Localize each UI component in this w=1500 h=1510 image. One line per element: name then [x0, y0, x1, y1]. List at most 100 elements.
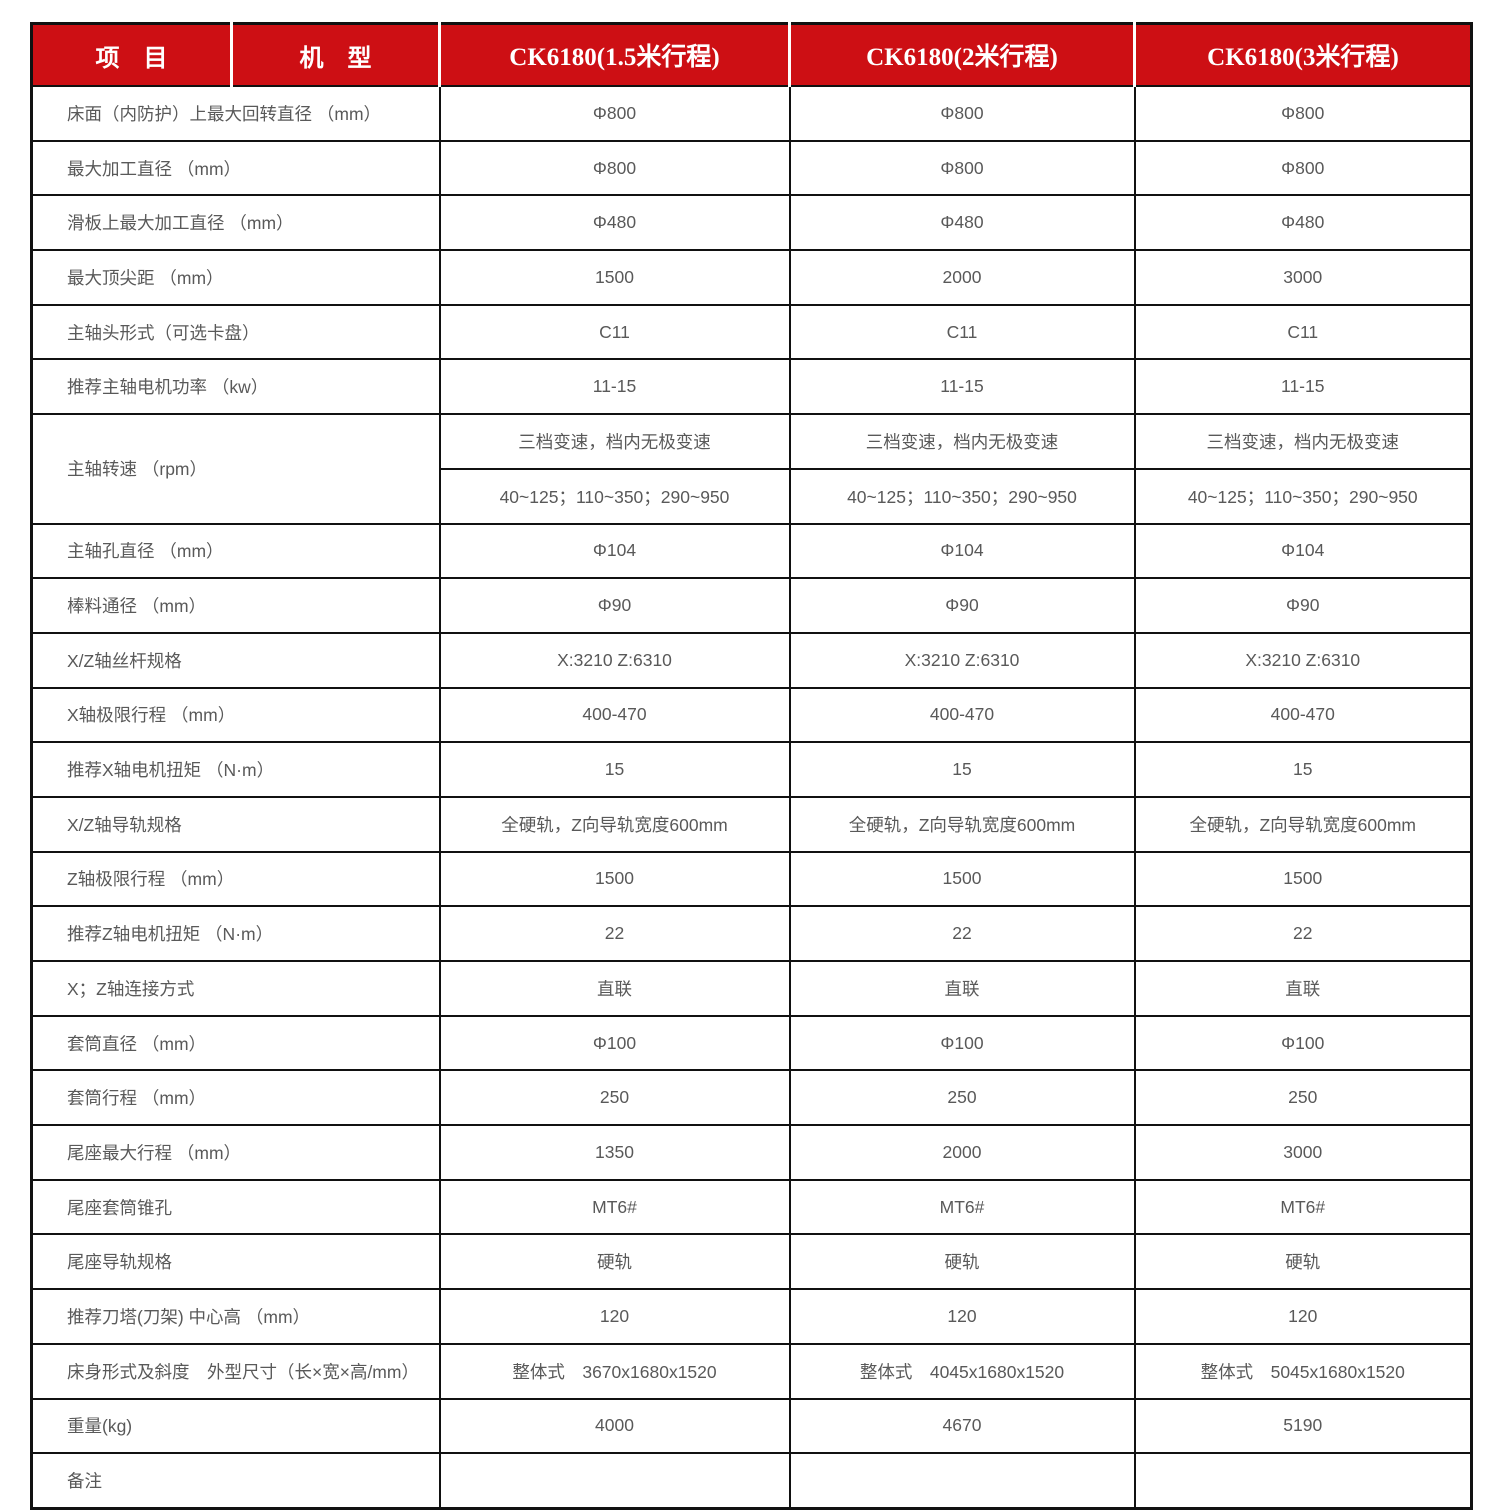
row-value: 1500 [438, 249, 791, 306]
spec-row-bed-type-dimensions: 床身形式及斜度 外型尺寸（长×宽×高/mm） 整体式 3670x1680x152… [30, 1342, 1473, 1400]
header-model-ck6180-2m: CK6180(2米行程) [789, 23, 1136, 87]
row-value: 直联 [788, 960, 1136, 1017]
row-value: C11 [788, 303, 1136, 361]
header-model-label: 机 型 [231, 23, 441, 87]
row-label: 主轴孔直径 （mm） [30, 522, 441, 580]
row-label: 推荐Z轴电机扭矩 （N·m） [30, 905, 441, 962]
row-value: 5190 [1133, 1397, 1473, 1455]
row-value [788, 1452, 1136, 1510]
row-value: Φ480 [788, 194, 1136, 252]
row-value: 2000 [788, 1124, 1136, 1181]
row-value: Φ800 [1133, 85, 1473, 142]
row-label: 床面（内防护）上最大回转直径 （mm） [30, 85, 441, 142]
spec-row-max-swing-over-bed: 床面（内防护）上最大回转直径 （mm） Φ800 Φ800 Φ800 [30, 85, 1473, 142]
row-value: Φ90 [788, 577, 1136, 634]
row-value: 400-470 [1133, 686, 1473, 744]
row-value: 250 [438, 1069, 791, 1127]
row-value: Φ100 [438, 1014, 791, 1072]
row-value: 全硬轨，Z向导轨宽度600mm [1133, 795, 1473, 853]
row-value: 22 [438, 905, 791, 962]
row-label: 床身形式及斜度 外型尺寸（长×宽×高/mm） [30, 1342, 441, 1400]
spec-row-max-center-distance: 最大顶尖距 （mm） 1500 2000 3000 [30, 249, 1473, 306]
row-label: X/Z轴导轨规格 [30, 795, 441, 853]
row-label: 推荐X轴电机扭矩 （N·m） [30, 741, 441, 798]
row-value: 直联 [1133, 960, 1473, 1017]
row-value: 2000 [788, 249, 1136, 306]
spec-row-xz-ballscrew-spec: X/Z轴丝杆规格 X:3210 Z:6310 X:3210 Z:6310 X:3… [30, 631, 1473, 689]
row-value: 11-15 [438, 358, 791, 416]
row-value: X:3210 Z:6310 [1133, 631, 1473, 689]
row-label: 推荐主轴电机功率 （kw） [30, 358, 441, 416]
row-label: X；Z轴连接方式 [30, 960, 441, 1017]
row-value: X:3210 Z:6310 [788, 631, 1136, 689]
row-value: 三档变速，档内无极变速 [438, 413, 791, 470]
row-value: C11 [438, 303, 791, 361]
row-value: 40~125；110~350；290~950 [788, 467, 1136, 525]
row-value: 1500 [788, 850, 1136, 908]
row-value: 全硬轨，Z向导轨宽度600mm [788, 795, 1136, 853]
row-value: Φ104 [438, 522, 791, 580]
row-label: 最大加工直径 （mm） [30, 139, 441, 197]
row-label: X/Z轴丝杆规格 [30, 631, 441, 689]
row-label: 尾座套筒锥孔 [30, 1178, 441, 1236]
row-value: 250 [1133, 1069, 1473, 1127]
spec-row-x-axis-travel: X轴极限行程 （mm） 400-470 400-470 400-470 [30, 686, 1473, 744]
spec-row-spindle-bore-diameter: 主轴孔直径 （mm） Φ104 Φ104 Φ104 [30, 522, 1473, 580]
spec-row-spindle-head-type: 主轴头形式（可选卡盘） C11 C11 C11 [30, 303, 1473, 361]
row-value: Φ800 [1133, 139, 1473, 197]
row-value: 120 [438, 1288, 791, 1345]
header-row: 项 目 机 型 CK6180(1.5米行程) CK6180(2米行程) CK61… [31, 23, 1472, 87]
spec-row-tailstock-max-travel: 尾座最大行程 （mm） 1350 2000 3000 [30, 1124, 1473, 1181]
row-value: C11 [1133, 303, 1473, 361]
row-value: X:3210 Z:6310 [438, 631, 791, 689]
row-label: Z轴极限行程 （mm） [30, 850, 441, 908]
spec-row-z-motor-torque: 推荐Z轴电机扭矩 （N·m） 22 22 22 [30, 905, 1473, 962]
row-label: 重量(kg) [30, 1397, 441, 1455]
row-value: Φ90 [1133, 577, 1473, 634]
spec-row-xz-guideway-spec: X/Z轴导轨规格 全硬轨，Z向导轨宽度600mm 全硬轨，Z向导轨宽度600mm… [30, 795, 1473, 853]
row-label: 主轴头形式（可选卡盘） [30, 303, 441, 361]
row-label: X轴极限行程 （mm） [30, 686, 441, 744]
row-label: 推荐刀塔(刀架) 中心高 （mm） [30, 1288, 441, 1345]
spec-row-x-motor-torque: 推荐X轴电机扭矩 （N·m） 15 15 15 [30, 741, 1473, 798]
row-value: Φ104 [1133, 522, 1473, 580]
row-value: 15 [438, 741, 791, 798]
spec-row-quill-diameter: 套筒直径 （mm） Φ100 Φ100 Φ100 [30, 1014, 1473, 1072]
row-value: Φ800 [788, 139, 1136, 197]
row-value: 120 [1133, 1288, 1473, 1345]
row-value: 40~125；110~350；290~950 [1133, 467, 1473, 525]
spec-row-xz-connection-type: X；Z轴连接方式 直联 直联 直联 [30, 960, 1473, 1017]
row-value: 4670 [788, 1397, 1136, 1455]
row-label: 最大顶尖距 （mm） [30, 249, 441, 306]
spec-row-z-axis-travel: Z轴极限行程 （mm） 1500 1500 1500 [30, 850, 1473, 908]
spec-row-remarks: 备注 [30, 1452, 1473, 1510]
row-value: 400-470 [438, 686, 791, 744]
row-value [1133, 1452, 1473, 1510]
row-value: MT6# [438, 1178, 791, 1236]
row-value: 整体式 5045x1680x1520 [1133, 1342, 1473, 1400]
row-value: 硬轨 [788, 1233, 1136, 1291]
row-value: 40~125；110~350；290~950 [438, 467, 791, 525]
row-value: 硬轨 [438, 1233, 791, 1291]
row-label: 尾座最大行程 （mm） [30, 1124, 441, 1181]
spec-row-tailstock-quill-taper: 尾座套筒锥孔 MT6# MT6# MT6# [30, 1178, 1473, 1236]
row-value: 15 [788, 741, 1136, 798]
spec-row-max-machining-diameter: 最大加工直径 （mm） Φ800 Φ800 Φ800 [30, 139, 1473, 197]
row-value: 4000 [438, 1397, 791, 1455]
spec-row-quill-travel: 套筒行程 （mm） 250 250 250 [30, 1069, 1473, 1127]
row-value [438, 1452, 791, 1510]
row-label: 主轴转速 （rpm） [30, 413, 441, 525]
row-value: 120 [788, 1288, 1136, 1345]
row-value: Φ100 [788, 1014, 1136, 1072]
row-value: 硬轨 [1133, 1233, 1473, 1291]
row-value: Φ100 [1133, 1014, 1473, 1072]
row-label: 备注 [30, 1452, 441, 1510]
row-value: Φ800 [438, 85, 791, 142]
row-value: 三档变速，档内无极变速 [788, 413, 1136, 470]
row-value: Φ480 [438, 194, 791, 252]
row-value: 整体式 3670x1680x1520 [438, 1342, 791, 1400]
header-model-ck6180-1-5m: CK6180(1.5米行程) [439, 23, 791, 87]
spec-row-turret-center-height: 推荐刀塔(刀架) 中心高 （mm） 120 120 120 [30, 1288, 1473, 1345]
spec-row-max-diameter-over-slide: 滑板上最大加工直径 （mm） Φ480 Φ480 Φ480 [30, 194, 1473, 252]
header-item-label: 项 目 [31, 23, 233, 87]
